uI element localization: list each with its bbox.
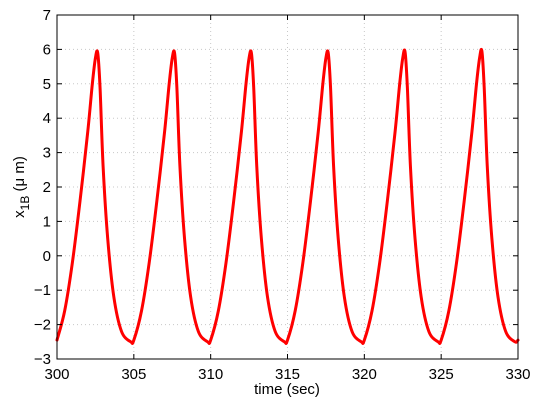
- x-tick-label: 305: [121, 366, 146, 383]
- series-line: [55, 47, 520, 345]
- y-tick-label: −2: [34, 317, 51, 334]
- y-tick-label: −3: [34, 351, 51, 368]
- x-tick-label: 310: [198, 366, 223, 383]
- x-axis-label: time (sec): [254, 381, 320, 398]
- x-tick-label: 300: [44, 366, 69, 383]
- y-tick-label: 5: [43, 76, 51, 93]
- y-axis-label-main: x: [11, 210, 28, 218]
- y-tick-label: 7: [43, 7, 51, 24]
- x-tick-label: 325: [429, 366, 454, 383]
- y-tick-label: 0: [43, 248, 51, 265]
- y-tick-label: 1: [43, 213, 51, 230]
- y-tick-label: 2: [43, 179, 51, 196]
- ticks: 300 305 310 315 320 325 330 −3 −2 −1 0 1 2 3 4 5 6 7: [34, 7, 531, 383]
- y-tick-label: −1: [34, 282, 51, 299]
- y-axis-label-unit: (μ m): [11, 156, 28, 195]
- y-tick-label: 3: [43, 145, 51, 162]
- y-axis-label: x1B (μ m): [11, 156, 32, 218]
- x-tick-label: 315: [275, 366, 300, 383]
- x-tick-label: 330: [505, 366, 530, 383]
- y-tick-label: 6: [43, 41, 51, 58]
- grid: [57, 15, 518, 359]
- x-tick-label: 320: [352, 366, 377, 383]
- y-axis-label-sub: 1B: [18, 196, 32, 211]
- y-tick-label: 4: [43, 110, 51, 127]
